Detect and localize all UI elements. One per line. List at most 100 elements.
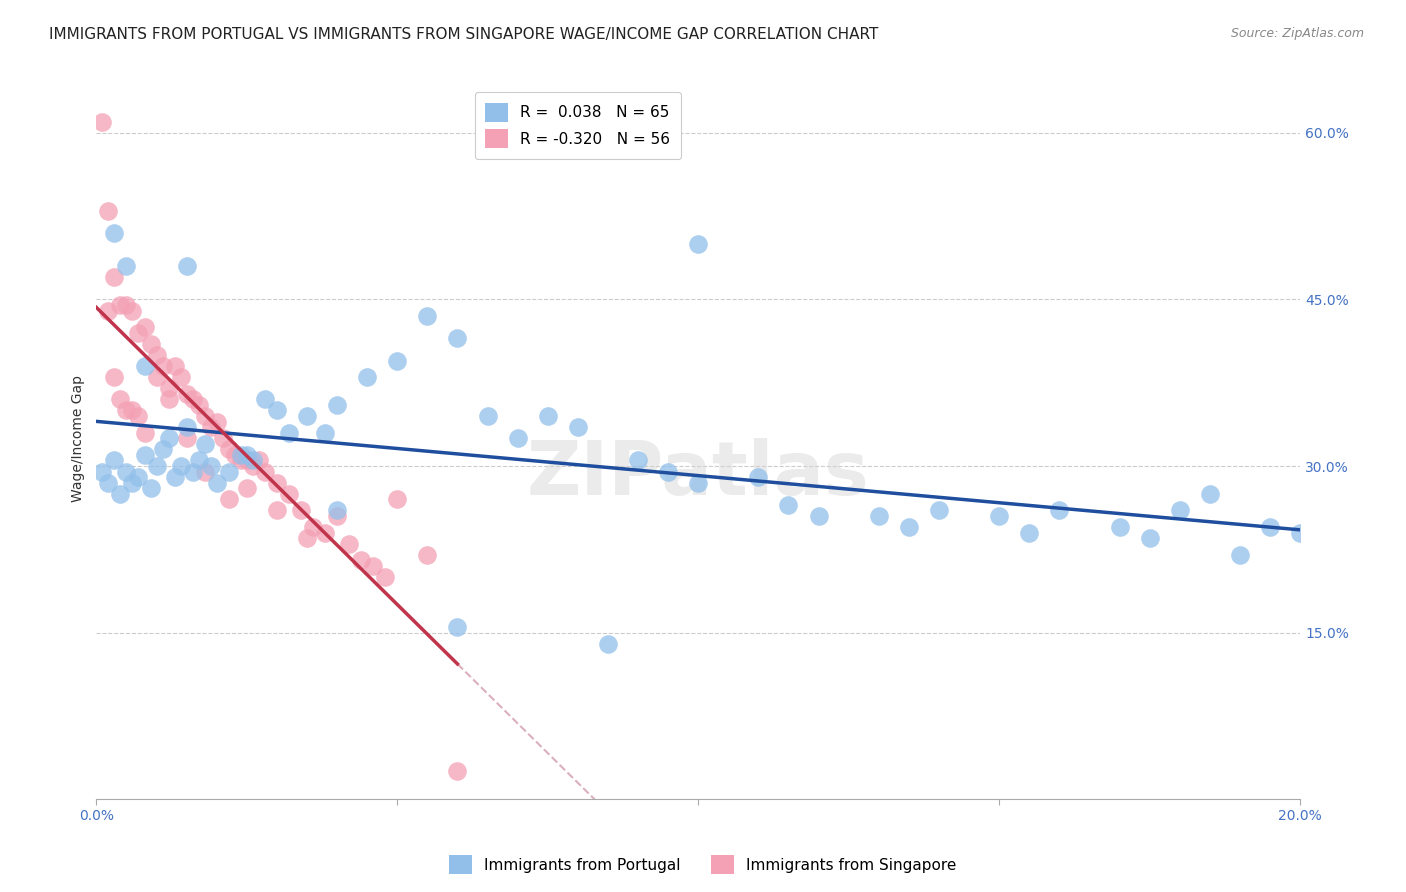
- Point: [688, 475, 710, 490]
- Point: [537, 409, 560, 423]
- Point: [266, 403, 288, 417]
- Point: [187, 398, 209, 412]
- Point: [356, 370, 378, 384]
- Point: [115, 298, 138, 312]
- Point: [897, 520, 920, 534]
- Point: [127, 326, 149, 340]
- Point: [387, 353, 409, 368]
- Point: [115, 465, 138, 479]
- Point: [103, 270, 125, 285]
- Point: [1289, 525, 1312, 540]
- Point: [928, 503, 950, 517]
- Point: [778, 498, 800, 512]
- Point: [157, 381, 180, 395]
- Point: [121, 403, 143, 417]
- Point: [145, 458, 167, 473]
- Point: [596, 637, 619, 651]
- Point: [218, 442, 240, 457]
- Point: [103, 370, 125, 384]
- Point: [157, 431, 180, 445]
- Point: [169, 458, 191, 473]
- Point: [152, 442, 174, 457]
- Point: [169, 370, 191, 384]
- Point: [181, 465, 204, 479]
- Point: [302, 520, 325, 534]
- Point: [194, 437, 217, 451]
- Legend: R =  0.038   N = 65, R = -0.320   N = 56: R = 0.038 N = 65, R = -0.320 N = 56: [475, 92, 681, 159]
- Point: [224, 448, 246, 462]
- Text: Source: ZipAtlas.com: Source: ZipAtlas.com: [1230, 27, 1364, 40]
- Point: [229, 448, 252, 462]
- Point: [145, 370, 167, 384]
- Point: [157, 392, 180, 407]
- Legend: Immigrants from Portugal, Immigrants from Singapore: Immigrants from Portugal, Immigrants fro…: [443, 849, 963, 880]
- Point: [127, 409, 149, 423]
- Point: [295, 409, 318, 423]
- Point: [211, 431, 233, 445]
- Point: [278, 425, 301, 440]
- Point: [194, 465, 217, 479]
- Point: [176, 431, 198, 445]
- Point: [110, 392, 132, 407]
- Point: [121, 475, 143, 490]
- Point: [326, 398, 349, 412]
- Point: [266, 475, 288, 490]
- Point: [97, 203, 120, 218]
- Point: [374, 570, 396, 584]
- Point: [326, 503, 349, 517]
- Text: ZIPatlas: ZIPatlas: [527, 438, 869, 511]
- Point: [1258, 520, 1281, 534]
- Point: [152, 359, 174, 373]
- Point: [242, 453, 264, 467]
- Point: [247, 453, 270, 467]
- Point: [567, 420, 589, 434]
- Point: [91, 115, 114, 129]
- Point: [218, 465, 240, 479]
- Point: [253, 465, 276, 479]
- Point: [1139, 531, 1161, 545]
- Point: [266, 503, 288, 517]
- Point: [868, 508, 890, 523]
- Point: [236, 481, 259, 495]
- Point: [295, 531, 318, 545]
- Point: [350, 553, 373, 567]
- Point: [134, 320, 156, 334]
- Point: [278, 487, 301, 501]
- Point: [121, 303, 143, 318]
- Point: [205, 475, 228, 490]
- Point: [163, 359, 186, 373]
- Point: [416, 309, 439, 323]
- Point: [176, 387, 198, 401]
- Point: [688, 237, 710, 252]
- Point: [134, 359, 156, 373]
- Point: [97, 303, 120, 318]
- Point: [103, 226, 125, 240]
- Point: [134, 448, 156, 462]
- Point: [1168, 503, 1191, 517]
- Point: [1198, 487, 1220, 501]
- Point: [110, 298, 132, 312]
- Point: [1018, 525, 1040, 540]
- Point: [1229, 548, 1251, 562]
- Point: [242, 458, 264, 473]
- Point: [657, 465, 679, 479]
- Point: [181, 392, 204, 407]
- Point: [314, 425, 336, 440]
- Point: [103, 453, 125, 467]
- Point: [229, 453, 252, 467]
- Point: [236, 448, 259, 462]
- Point: [1108, 520, 1130, 534]
- Point: [326, 508, 349, 523]
- Point: [110, 487, 132, 501]
- Point: [477, 409, 499, 423]
- Point: [200, 420, 222, 434]
- Point: [205, 415, 228, 429]
- Point: [236, 453, 259, 467]
- Point: [627, 453, 650, 467]
- Point: [506, 431, 529, 445]
- Point: [988, 508, 1011, 523]
- Text: IMMIGRANTS FROM PORTUGAL VS IMMIGRANTS FROM SINGAPORE WAGE/INCOME GAP CORRELATIO: IMMIGRANTS FROM PORTUGAL VS IMMIGRANTS F…: [49, 27, 879, 42]
- Point: [314, 525, 336, 540]
- Point: [139, 337, 162, 351]
- Point: [163, 470, 186, 484]
